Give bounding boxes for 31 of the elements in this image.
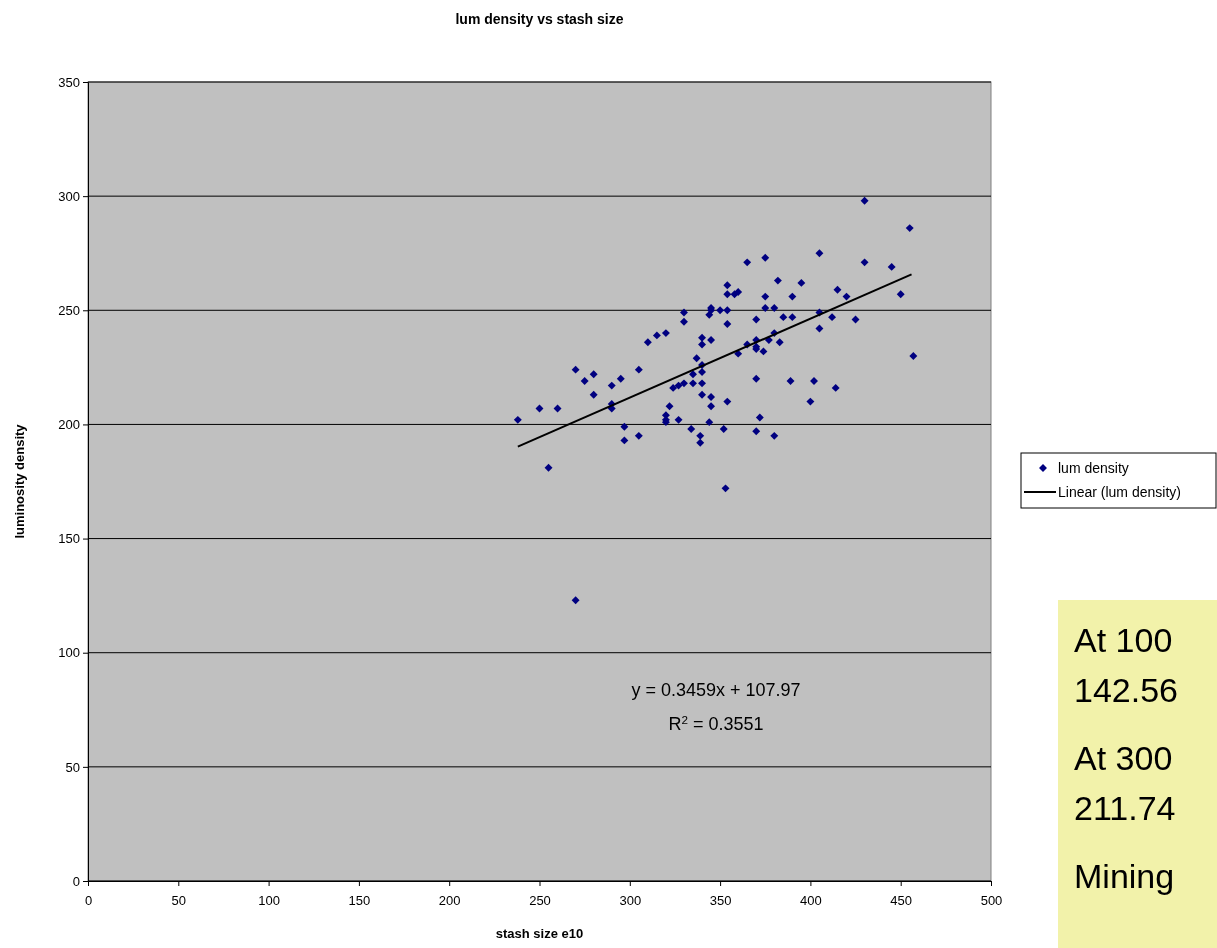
y-tick-label: 300 (58, 188, 80, 204)
x-tick-label: 500 (980, 892, 1003, 908)
text: At 300 (1074, 739, 1173, 777)
text: 211.74 (1074, 789, 1176, 827)
y-axis-title: luminosity density (12, 423, 27, 539)
x-tick-label: 150 (348, 892, 371, 908)
x-tick-label: 50 (171, 892, 187, 908)
y-tick-label: 250 (58, 302, 80, 318)
x-axis-title: stash size e10 (495, 926, 584, 941)
text: 142.56 (1074, 671, 1178, 709)
x-tick-label: 0 (84, 892, 93, 908)
annotation: R$^{2}$ = 0.3551 (668, 712, 764, 734)
y-tick-label: 200 (58, 417, 80, 433)
legend-label: lum density (1058, 460, 1129, 476)
x-tick-label: 100 (258, 892, 280, 908)
text: Mining (1074, 857, 1175, 895)
annotation: y = 0.3459x + 107.97 (631, 680, 801, 700)
x-tick-label: 200 (438, 892, 461, 908)
legend-label: Linear (lum density) (1058, 484, 1181, 500)
text: At 100 (1074, 621, 1173, 659)
x-tick-label: 250 (529, 892, 551, 908)
y-tick-label: 50 (65, 759, 80, 775)
y-tick-label: 150 (58, 531, 80, 547)
x-tick-label: 450 (890, 892, 913, 908)
chart-title: lum density vs stash size (455, 11, 624, 27)
y-tick-label: 100 (58, 645, 80, 661)
y-tick-label: 350 (58, 74, 80, 90)
x-tick-label: 400 (800, 892, 822, 908)
x-tick-label: 350 (709, 892, 732, 908)
x-tick-label: 300 (619, 892, 642, 908)
y-tick-label: 0 (72, 873, 80, 889)
